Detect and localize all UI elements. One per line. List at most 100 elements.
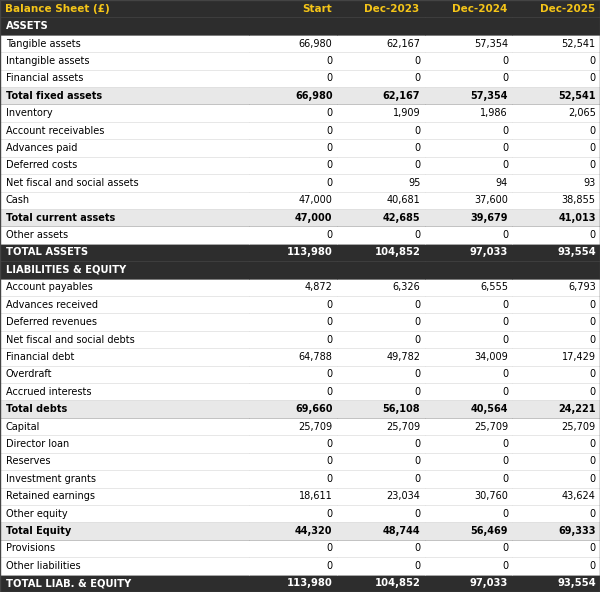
Bar <box>249 522 337 540</box>
Bar <box>512 557 600 575</box>
Bar <box>337 313 425 331</box>
Text: 57,354: 57,354 <box>470 91 508 101</box>
Text: 38,855: 38,855 <box>562 195 596 205</box>
Bar <box>249 104 337 122</box>
Bar <box>249 453 337 470</box>
Bar <box>425 575 512 592</box>
Bar <box>512 209 600 226</box>
Text: 0: 0 <box>502 439 508 449</box>
Bar <box>249 87 337 104</box>
Text: Deferred revenues: Deferred revenues <box>6 317 97 327</box>
Text: 0: 0 <box>502 143 508 153</box>
Bar <box>249 418 337 435</box>
Text: ASSETS: ASSETS <box>6 21 49 31</box>
Text: 56,108: 56,108 <box>383 404 420 414</box>
Text: 0: 0 <box>502 334 508 345</box>
Text: 43,624: 43,624 <box>562 491 596 501</box>
Text: Net fiscal and social assets: Net fiscal and social assets <box>6 178 139 188</box>
Bar <box>512 104 600 122</box>
Bar <box>425 209 512 226</box>
Text: 95: 95 <box>408 178 420 188</box>
Text: 0: 0 <box>326 439 332 449</box>
Text: 1,909: 1,909 <box>392 108 420 118</box>
Bar <box>249 366 337 383</box>
Bar <box>512 35 600 52</box>
Text: 0: 0 <box>326 387 332 397</box>
Text: 0: 0 <box>590 509 596 519</box>
Text: 0: 0 <box>326 73 332 83</box>
Bar <box>249 139 337 157</box>
Bar <box>512 0 600 17</box>
Text: Start: Start <box>302 4 332 14</box>
Text: 0: 0 <box>590 439 596 449</box>
Bar <box>512 331 600 348</box>
Bar <box>425 505 512 522</box>
Bar <box>337 505 425 522</box>
Text: 113,980: 113,980 <box>287 247 332 258</box>
Text: 0: 0 <box>414 561 420 571</box>
Bar <box>0 557 249 575</box>
Text: 0: 0 <box>414 509 420 519</box>
Bar <box>0 192 249 209</box>
Text: 0: 0 <box>414 387 420 397</box>
Bar <box>512 522 600 540</box>
Text: 0: 0 <box>502 300 508 310</box>
Text: 0: 0 <box>590 334 596 345</box>
Text: 6,555: 6,555 <box>480 282 508 292</box>
Bar <box>337 383 425 400</box>
Text: Provisions: Provisions <box>6 543 55 554</box>
Bar <box>249 435 337 453</box>
Bar <box>337 0 425 17</box>
Bar <box>337 244 425 261</box>
Text: Total fixed assets: Total fixed assets <box>6 91 102 101</box>
Bar <box>512 226 600 244</box>
Text: 47,000: 47,000 <box>295 213 332 223</box>
Bar <box>425 261 512 279</box>
Text: 0: 0 <box>414 317 420 327</box>
Bar <box>337 226 425 244</box>
Text: 34,009: 34,009 <box>475 352 508 362</box>
Text: 0: 0 <box>414 300 420 310</box>
Bar <box>0 296 249 313</box>
Text: 0: 0 <box>414 369 420 379</box>
Text: Overdraft: Overdraft <box>6 369 53 379</box>
Text: 39,679: 39,679 <box>470 213 508 223</box>
Bar <box>0 540 249 557</box>
Text: Deferred costs: Deferred costs <box>6 160 77 170</box>
Text: 0: 0 <box>502 369 508 379</box>
Text: 0: 0 <box>326 334 332 345</box>
Text: 0: 0 <box>590 474 596 484</box>
Text: Other assets: Other assets <box>6 230 68 240</box>
Text: 48,744: 48,744 <box>383 526 420 536</box>
Text: 40,681: 40,681 <box>386 195 420 205</box>
Bar <box>512 313 600 331</box>
Bar <box>0 505 249 522</box>
Bar <box>249 52 337 70</box>
Text: LIABILITIES & EQUITY: LIABILITIES & EQUITY <box>6 265 126 275</box>
Bar <box>0 104 249 122</box>
Bar <box>337 435 425 453</box>
Text: 1,986: 1,986 <box>481 108 508 118</box>
Bar <box>249 244 337 261</box>
Text: 0: 0 <box>326 456 332 466</box>
Text: 49,782: 49,782 <box>386 352 420 362</box>
Text: Total debts: Total debts <box>6 404 67 414</box>
Bar <box>337 139 425 157</box>
Bar <box>0 0 249 17</box>
Bar <box>512 400 600 418</box>
Text: 0: 0 <box>326 178 332 188</box>
Text: 25,709: 25,709 <box>298 422 332 432</box>
Bar <box>0 226 249 244</box>
Text: Investment grants: Investment grants <box>6 474 96 484</box>
Bar <box>249 557 337 575</box>
Bar <box>249 383 337 400</box>
Text: 52,541: 52,541 <box>562 38 596 49</box>
Bar <box>425 296 512 313</box>
Text: Other liabilities: Other liabilities <box>6 561 80 571</box>
Text: 0: 0 <box>590 456 596 466</box>
Bar <box>337 122 425 139</box>
Bar <box>249 122 337 139</box>
Bar <box>249 505 337 522</box>
Text: Intangible assets: Intangible assets <box>6 56 89 66</box>
Bar <box>337 575 425 592</box>
